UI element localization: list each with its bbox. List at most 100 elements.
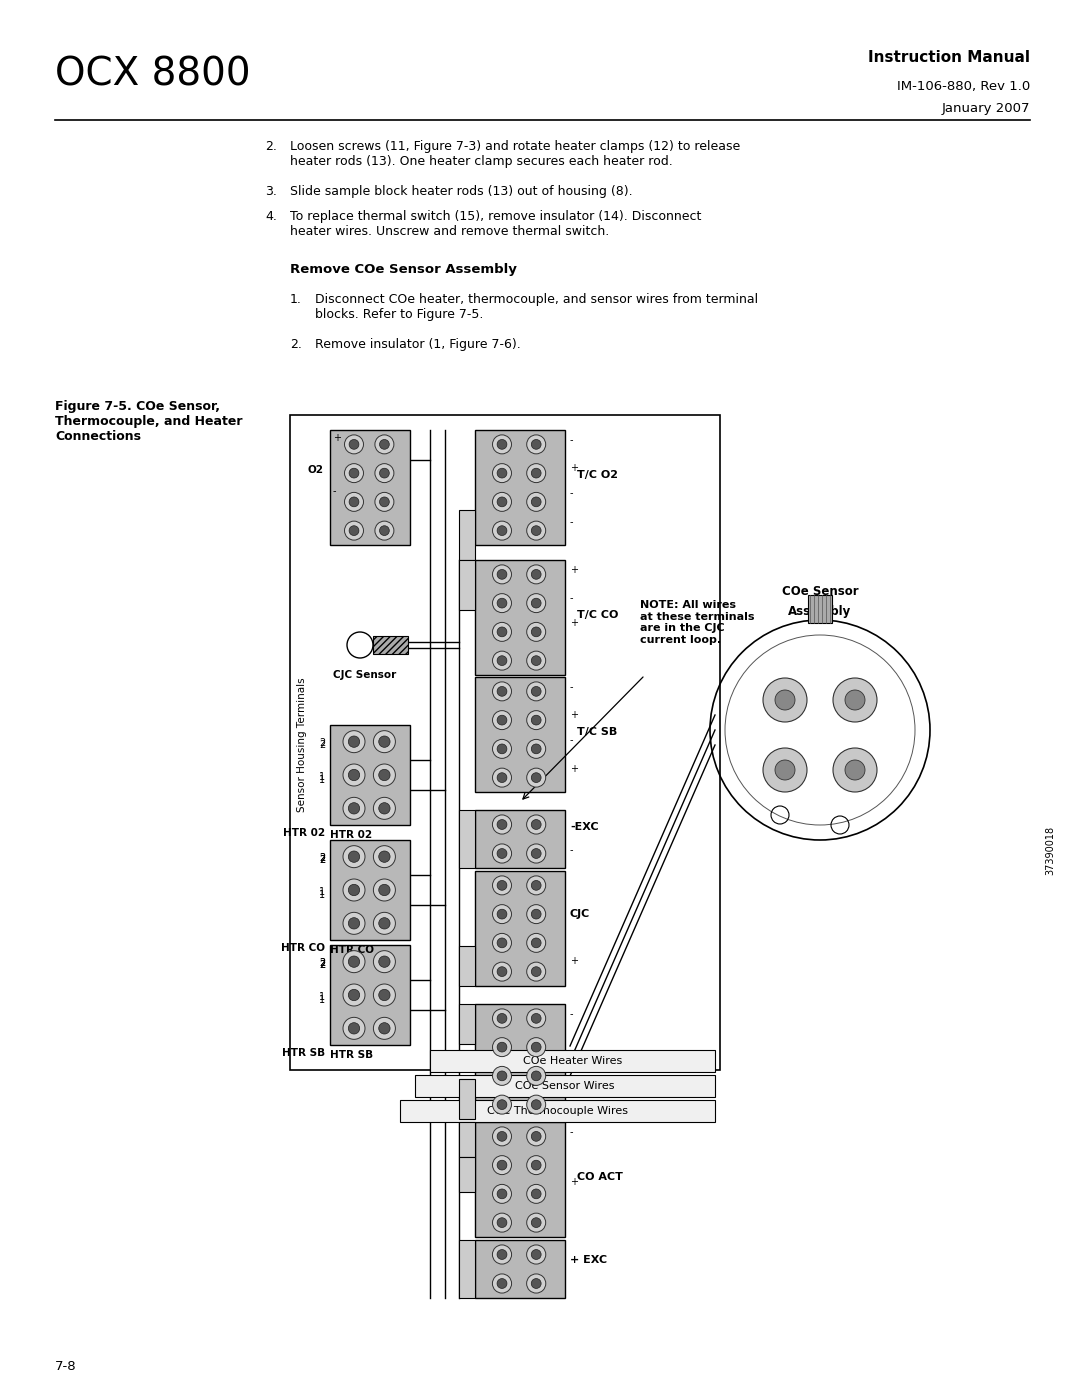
- Circle shape: [527, 1009, 545, 1028]
- Text: 1: 1: [319, 773, 325, 782]
- Circle shape: [375, 492, 394, 511]
- Bar: [330, 725, 410, 826]
- Circle shape: [531, 773, 541, 782]
- Circle shape: [845, 690, 865, 710]
- Bar: [475, 810, 565, 868]
- Text: WHT: WHT: [462, 1129, 472, 1151]
- Text: RED: RED: [462, 1260, 472, 1278]
- Circle shape: [349, 770, 360, 781]
- Circle shape: [527, 739, 545, 759]
- Circle shape: [492, 933, 512, 953]
- Text: 1: 1: [319, 890, 325, 900]
- Circle shape: [492, 876, 512, 895]
- Circle shape: [379, 884, 390, 895]
- Circle shape: [379, 918, 390, 929]
- Circle shape: [492, 963, 512, 981]
- Circle shape: [375, 464, 394, 482]
- Text: Slide sample block heater rods (13) out of housing (8).: Slide sample block heater rods (13) out …: [291, 184, 633, 198]
- Circle shape: [531, 627, 541, 637]
- Circle shape: [531, 440, 541, 450]
- Text: 2: 2: [319, 740, 325, 750]
- Circle shape: [497, 1189, 507, 1199]
- Bar: [459, 510, 475, 560]
- Bar: [459, 1122, 475, 1157]
- Circle shape: [379, 803, 390, 814]
- Circle shape: [374, 951, 395, 972]
- Circle shape: [527, 1127, 545, 1146]
- Circle shape: [374, 731, 395, 753]
- Circle shape: [492, 1095, 512, 1115]
- Text: IM-106-880, Rev 1.0: IM-106-880, Rev 1.0: [896, 80, 1030, 94]
- Text: COe Sensor: COe Sensor: [782, 585, 859, 598]
- Text: -: -: [570, 1127, 573, 1137]
- Text: 1.: 1.: [291, 293, 302, 306]
- Circle shape: [374, 1017, 395, 1039]
- Circle shape: [497, 715, 507, 725]
- Circle shape: [349, 803, 360, 814]
- Circle shape: [492, 1155, 512, 1175]
- Bar: [459, 810, 475, 868]
- Circle shape: [527, 1185, 545, 1203]
- Circle shape: [379, 851, 390, 862]
- Circle shape: [374, 912, 395, 935]
- Circle shape: [343, 951, 365, 972]
- Circle shape: [527, 1095, 545, 1115]
- Text: BLU: BLU: [462, 1016, 472, 1032]
- Circle shape: [497, 686, 507, 696]
- Text: WHT: WHT: [462, 1088, 472, 1111]
- Circle shape: [345, 464, 364, 482]
- Circle shape: [531, 715, 541, 725]
- Text: +: +: [570, 1178, 578, 1187]
- Circle shape: [343, 983, 365, 1006]
- Circle shape: [345, 434, 364, 454]
- Circle shape: [492, 1213, 512, 1232]
- Circle shape: [527, 814, 545, 834]
- Circle shape: [531, 1249, 541, 1260]
- Circle shape: [497, 468, 507, 478]
- Text: COe Thermocouple Wires: COe Thermocouple Wires: [487, 1106, 627, 1116]
- Circle shape: [527, 651, 545, 671]
- Circle shape: [492, 464, 512, 482]
- Circle shape: [492, 492, 512, 511]
- Bar: [475, 678, 565, 792]
- Circle shape: [379, 989, 390, 1000]
- Circle shape: [527, 434, 545, 454]
- Text: 4.: 4.: [265, 210, 276, 224]
- Circle shape: [531, 1189, 541, 1199]
- Circle shape: [492, 905, 512, 923]
- Circle shape: [833, 678, 877, 722]
- Circle shape: [492, 768, 512, 787]
- Circle shape: [527, 564, 545, 584]
- Bar: [330, 430, 410, 545]
- Circle shape: [345, 492, 364, 511]
- Text: -: -: [570, 592, 573, 604]
- Bar: [459, 1004, 475, 1044]
- Text: -: -: [570, 1009, 573, 1018]
- Text: -: -: [570, 845, 573, 855]
- Text: Remove COe Sensor Assembly: Remove COe Sensor Assembly: [291, 263, 517, 277]
- Circle shape: [343, 912, 365, 935]
- Circle shape: [527, 1155, 545, 1175]
- Circle shape: [531, 909, 541, 919]
- Circle shape: [492, 844, 512, 863]
- Circle shape: [375, 521, 394, 541]
- Circle shape: [492, 1038, 512, 1056]
- Circle shape: [527, 594, 545, 613]
- Circle shape: [374, 845, 395, 868]
- Text: +: +: [333, 433, 341, 443]
- Circle shape: [531, 848, 541, 858]
- Bar: [400, 1099, 715, 1122]
- Text: 2.: 2.: [265, 140, 276, 154]
- Circle shape: [492, 739, 512, 759]
- Circle shape: [497, 773, 507, 782]
- Circle shape: [531, 570, 541, 580]
- Circle shape: [527, 905, 545, 923]
- Circle shape: [379, 736, 390, 747]
- Circle shape: [527, 711, 545, 729]
- Bar: [475, 430, 565, 545]
- Circle shape: [343, 845, 365, 868]
- Text: Loosen screws (11, Figure 7-3) and rotate heater clamps (12) to release
heater r: Loosen screws (11, Figure 7-3) and rotat…: [291, 140, 740, 168]
- Text: January 2007: January 2007: [942, 102, 1030, 115]
- Circle shape: [527, 1038, 545, 1056]
- Circle shape: [531, 1132, 541, 1141]
